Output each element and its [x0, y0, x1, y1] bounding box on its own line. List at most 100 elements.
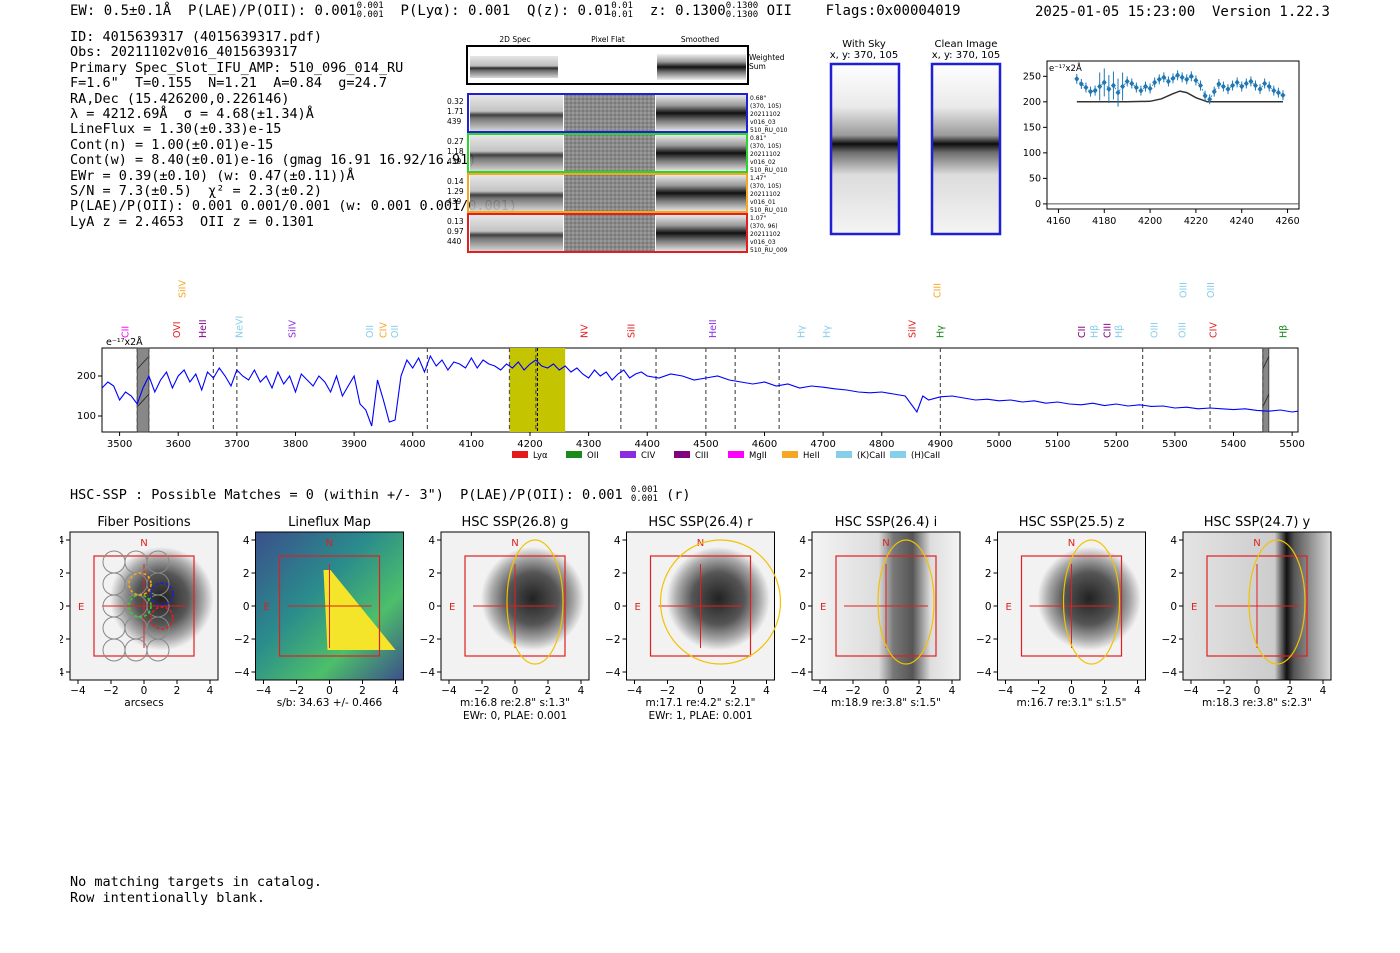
main-spectrum-chart: 3500 3600 3700 3800 3900 4000 4100 4200 4300 4400… — [77, 280, 1305, 461]
cutout-row-spec — [470, 174, 563, 212]
data-point — [1184, 76, 1190, 83]
x-tick-label: 0 — [883, 685, 890, 697]
y-tick-label: −4 — [605, 667, 621, 679]
compass-north: N — [140, 538, 147, 549]
data-point — [1101, 79, 1107, 86]
cutout-row-right-label: 20211102 — [750, 231, 781, 238]
cutout-row-right-label: v016_01 — [750, 199, 776, 206]
cutout-row-left-label: 0.97 — [447, 227, 464, 236]
thumbnail-title: HSC SSP(26.8) g — [461, 515, 568, 530]
clean-image — [930, 62, 1002, 236]
x-tick-label: 4 — [578, 685, 585, 697]
cutout-row-right-label: 1.07" — [750, 215, 766, 222]
thumbnail-title: HSC SSP(26.4) i — [835, 515, 937, 530]
aperture-box — [835, 555, 937, 657]
emission-line-label: Hβ — [1114, 325, 1125, 338]
thumbnail-title: HSC SSP(26.4) r — [648, 515, 753, 530]
note-line: Row intentionally blank. — [70, 889, 266, 906]
aperture-box — [1020, 555, 1123, 657]
x-tick-label: 0 — [141, 685, 148, 697]
emission-line-label: OIII — [1177, 322, 1188, 338]
datestamp: 2025-01-05 15:23:00 Version 1.22.3 — [1034, 4, 1330, 20]
x-tick-label: 2 — [916, 685, 923, 697]
ew-value: EW: 0.5±0.1Å — [70, 3, 172, 19]
x-tick-label: 0 — [512, 685, 519, 697]
x-tick-label: 3900 — [341, 439, 366, 450]
info-line: RA,Dec (15.426200,0.226146) — [70, 90, 290, 107]
cutout-row-left-label: 439 — [447, 117, 462, 126]
emission-line-label: CIII — [932, 283, 943, 298]
compass-east: E — [1006, 602, 1012, 613]
data-point — [1266, 83, 1272, 90]
x-tick-label: 5200 — [1104, 439, 1129, 450]
y-tick-label: −2 — [234, 634, 249, 646]
flags-value: Flags:0x00004019 — [825, 3, 961, 19]
emission-line-label: CIII — [1102, 323, 1113, 338]
x-tick-label: 4800 — [869, 439, 894, 450]
y-tick-label: −4 — [791, 667, 807, 679]
compass-north: N — [882, 538, 889, 549]
source-ellipse — [877, 539, 935, 665]
y-tick-label: −2 — [1162, 634, 1177, 646]
y-tick-label: −2 — [60, 634, 64, 646]
with-sky-title: With Sky — [842, 39, 886, 50]
y-tick-label: 50 — [1029, 173, 1041, 184]
emission-line-label: SiII — [626, 324, 637, 338]
hsc-thumbnail-row: Fiber Positions N E −4 −2 0 2 4 4 2 0 −2 −4 arcsecs Li… — [60, 515, 1332, 722]
qz-value: Q(z): 0.01 — [526, 3, 612, 19]
source-ellipse — [659, 539, 782, 665]
plya-value: P(Lyα): 0.001 — [400, 3, 511, 19]
x-tick-label: 2 — [545, 685, 552, 697]
y-tick-label: 4 — [243, 535, 250, 547]
x-tick-label: −2 — [474, 685, 489, 697]
source-ellipse — [1248, 539, 1306, 665]
y-tick-label: 4 — [985, 535, 992, 547]
data-point — [1197, 82, 1203, 89]
masked-region — [1262, 347, 1270, 433]
data-point — [1271, 87, 1277, 94]
with-sky-image — [829, 62, 901, 236]
data-point — [1152, 79, 1158, 86]
legend-label: CIV — [641, 451, 655, 461]
masked-hatch — [136, 356, 150, 370]
x-tick-label: 2 — [359, 685, 366, 697]
thumbnail-title: HSC SSP(25.5) z — [1019, 515, 1125, 530]
masked-hatch — [1262, 356, 1270, 370]
notes-block: No matching targets in catalog. Row inte… — [70, 874, 322, 906]
data-point — [1147, 85, 1153, 92]
y-tick-label: 4 — [428, 535, 435, 547]
cutout-row-left-label: 0.13 — [447, 217, 464, 226]
cutout-row-right-label: 20211102 — [750, 151, 781, 158]
x-tick-label: −2 — [289, 685, 304, 697]
cutout-row-right-label: v016_03 — [750, 239, 776, 246]
z-line-name: OII — [766, 3, 792, 19]
cutout-row-right-label: 510_RU_009 — [750, 247, 788, 254]
y-tick-label: 100 — [77, 411, 96, 422]
fiber-highlight — [128, 572, 152, 596]
plae-fraction: 0.001 0.001 — [356, 1, 384, 20]
y-tick-label: 2 — [243, 568, 250, 580]
y-tick-label: −2 — [976, 634, 991, 646]
weighted-sum-label-line: Weighted — [749, 53, 785, 62]
cutout-row-right-label: 510_RU_010 — [750, 207, 788, 214]
y-tick-label: −4 — [1162, 667, 1178, 679]
data-point — [1124, 78, 1130, 85]
x-tick-label: 0 — [1254, 685, 1261, 697]
x-tick-label: −4 — [998, 685, 1014, 697]
data-point — [1133, 84, 1139, 91]
x-tick-label: 4 — [763, 685, 770, 697]
y-tick-label: 250 — [1023, 71, 1041, 82]
col-header-2d: 2D Spec — [499, 35, 530, 44]
masked-hatch — [136, 393, 150, 408]
cutout-row-left-label: 0.27 — [447, 137, 464, 146]
legend-label: (K)CaII — [857, 451, 885, 461]
y-tick-label: 2 — [1170, 568, 1177, 580]
emission-line-label: CII — [120, 326, 131, 338]
spectra-cutout-panel: 2D Spec Pixel Flat Smoothed Weighted Sum … — [447, 35, 788, 254]
sky-panel: With Sky x, y: 370, 105 Clean Image x, y… — [829, 39, 1002, 236]
thumbnail-caption: m:18.3 re:3.8" s:2.3" — [1202, 697, 1312, 709]
x-tick-label: 4 — [392, 685, 399, 697]
